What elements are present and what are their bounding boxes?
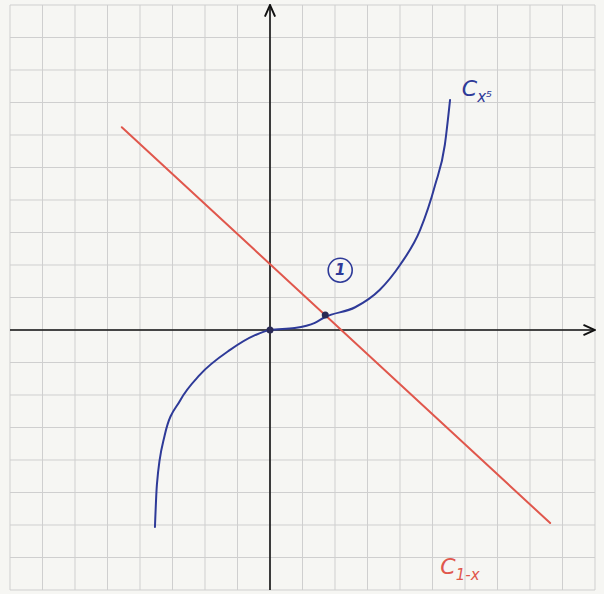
x-axis-line <box>10 329 595 331</box>
curve-label: Cx⁵ <box>462 76 492 106</box>
grid-line <box>10 232 595 233</box>
grid-line <box>10 590 595 591</box>
grid-line <box>10 557 595 558</box>
grid-line <box>10 102 595 103</box>
grid-line <box>10 135 595 136</box>
x-axis <box>10 330 595 331</box>
grid-line <box>10 492 595 493</box>
grid-line <box>10 167 595 168</box>
y-axis <box>270 5 271 590</box>
grid <box>10 5 595 590</box>
point <box>267 327 274 334</box>
curve <box>155 100 450 527</box>
curve-label-main: C <box>440 554 456 579</box>
annotations: Cx⁵C1-x1 <box>328 76 492 584</box>
grid-line <box>10 297 595 298</box>
curve-label-subscript: 1-x <box>456 566 480 584</box>
grid-line <box>270 5 271 590</box>
grid-line <box>10 330 595 331</box>
grid-line <box>10 460 595 461</box>
marks <box>122 100 550 527</box>
y-axis-line <box>269 5 271 590</box>
point-label: 1 <box>335 261 345 279</box>
plot-area: Cx⁵C1-x1 <box>10 5 595 590</box>
grid-line <box>10 265 595 266</box>
grid-line <box>10 70 595 71</box>
chart: Cx⁵C1-x1 <box>0 0 604 594</box>
grid-line <box>10 427 595 428</box>
label-circle <box>328 258 352 282</box>
grid-line <box>10 37 595 38</box>
curve-label-subscript: x⁵ <box>476 88 492 106</box>
point <box>322 312 329 319</box>
grid-line <box>10 200 595 201</box>
grid-line <box>10 362 595 363</box>
grid-line <box>10 525 595 526</box>
grid-line <box>10 5 595 6</box>
curve-label-main: C <box>462 76 478 101</box>
curve-label: C1-x <box>440 554 479 584</box>
grid-line <box>10 395 595 396</box>
curve <box>122 127 550 523</box>
